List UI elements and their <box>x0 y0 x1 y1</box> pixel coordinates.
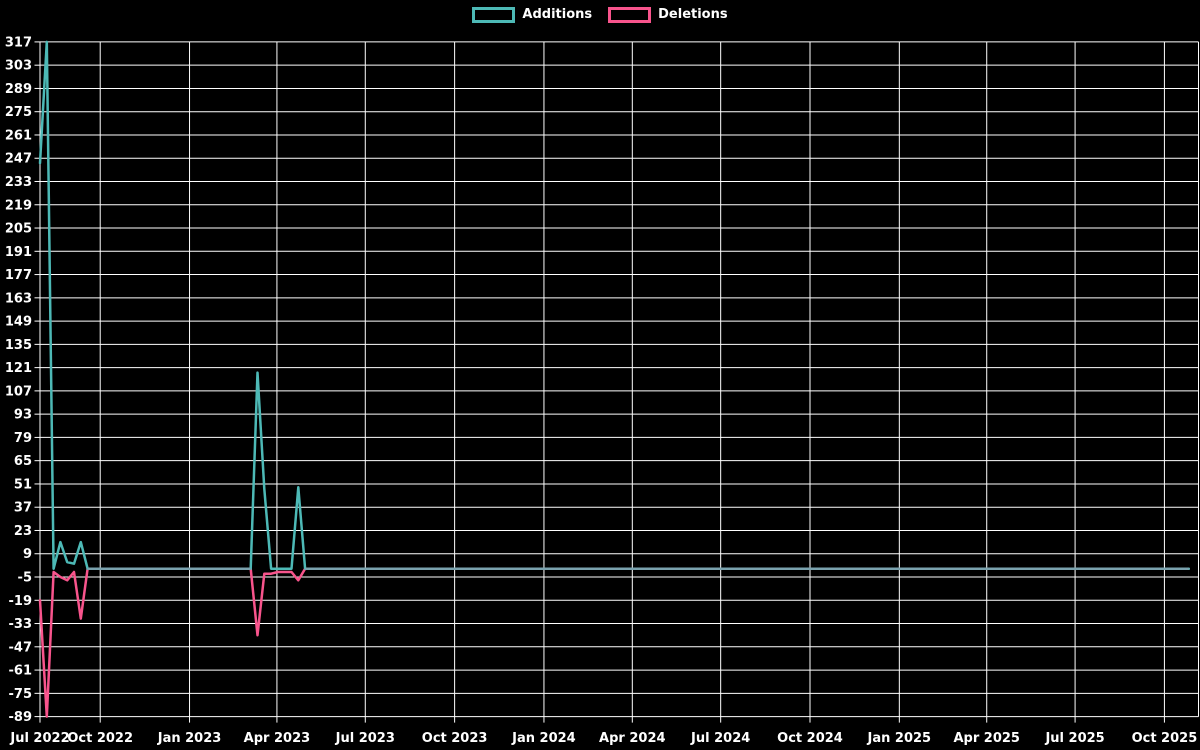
y-tick-label: 289 <box>5 82 32 97</box>
y-tick-label: 149 <box>5 315 32 330</box>
deletions-line <box>38 567 1190 718</box>
x-tick-label: Oct 2024 <box>777 731 843 746</box>
legend-item-deletions[interactable]: Deletions <box>608 6 728 23</box>
y-tick-label: 51 <box>14 477 32 492</box>
legend-item-additions[interactable]: Additions <box>472 6 592 23</box>
additions-line <box>38 40 1190 570</box>
legend-label-deletions: Deletions <box>658 7 728 22</box>
x-tick-label: Apr 2023 <box>244 731 311 746</box>
y-tick-label: 205 <box>5 222 32 237</box>
y-tick-label: 23 <box>14 524 32 539</box>
y-tick-label: 303 <box>5 59 32 74</box>
x-tick-label: Jan 2023 <box>157 731 222 746</box>
deletions-swatch-icon <box>608 6 652 23</box>
y-tick-label: 177 <box>5 268 32 283</box>
y-tick-label: -5 <box>18 571 32 586</box>
y-tick-label: -89 <box>9 710 33 725</box>
x-tick-label: Oct 2023 <box>422 731 488 746</box>
y-tick-label: 275 <box>5 105 32 120</box>
y-tick-label: 93 <box>14 408 32 423</box>
legend-label-additions: Additions <box>522 7 593 22</box>
x-tick-label: Jul 2023 <box>335 731 395 746</box>
y-tick-label: 65 <box>14 454 32 469</box>
chart-legend: Additions Deletions <box>0 6 1200 23</box>
y-tick-label: 9 <box>23 547 32 562</box>
additions-swatch-icon <box>472 6 516 23</box>
y-tick-label: 261 <box>5 128 32 143</box>
y-tick-label: -19 <box>9 594 33 609</box>
y-tick-label: -75 <box>9 687 33 702</box>
x-tick-label: Jul 2024 <box>690 731 750 746</box>
y-tick-label: 219 <box>5 198 32 213</box>
y-tick-label: 121 <box>5 361 32 376</box>
y-tick-label: 163 <box>5 291 32 306</box>
x-tick-label: Jul 2022 <box>9 731 69 746</box>
x-tick-label: Apr 2024 <box>599 731 666 746</box>
y-tick-label: -33 <box>9 617 33 632</box>
y-tick-label: -61 <box>9 664 33 679</box>
x-tick-label: Jul 2025 <box>1044 731 1104 746</box>
y-tick-label: 107 <box>5 384 32 399</box>
y-tick-label: 233 <box>5 175 32 190</box>
x-tick-label: Jan 2024 <box>511 731 576 746</box>
y-tick-label: 191 <box>5 245 32 260</box>
x-tick-label: Oct 2025 <box>1132 731 1198 746</box>
y-tick-label: 37 <box>14 501 32 516</box>
x-tick-label: Oct 2022 <box>67 731 133 746</box>
y-tick-label: 135 <box>5 338 32 353</box>
y-tick-label: 317 <box>5 35 32 50</box>
y-tick-label: -47 <box>9 640 33 655</box>
x-tick-label: Apr 2025 <box>953 731 1020 746</box>
y-tick-label: 247 <box>5 152 32 167</box>
x-tick-label: Jan 2025 <box>867 731 932 746</box>
y-tick-label: 79 <box>14 431 32 446</box>
